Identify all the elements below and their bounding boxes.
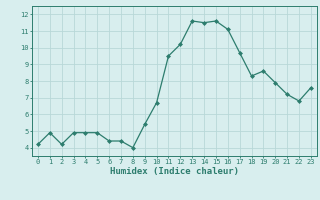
X-axis label: Humidex (Indice chaleur): Humidex (Indice chaleur)	[110, 167, 239, 176]
